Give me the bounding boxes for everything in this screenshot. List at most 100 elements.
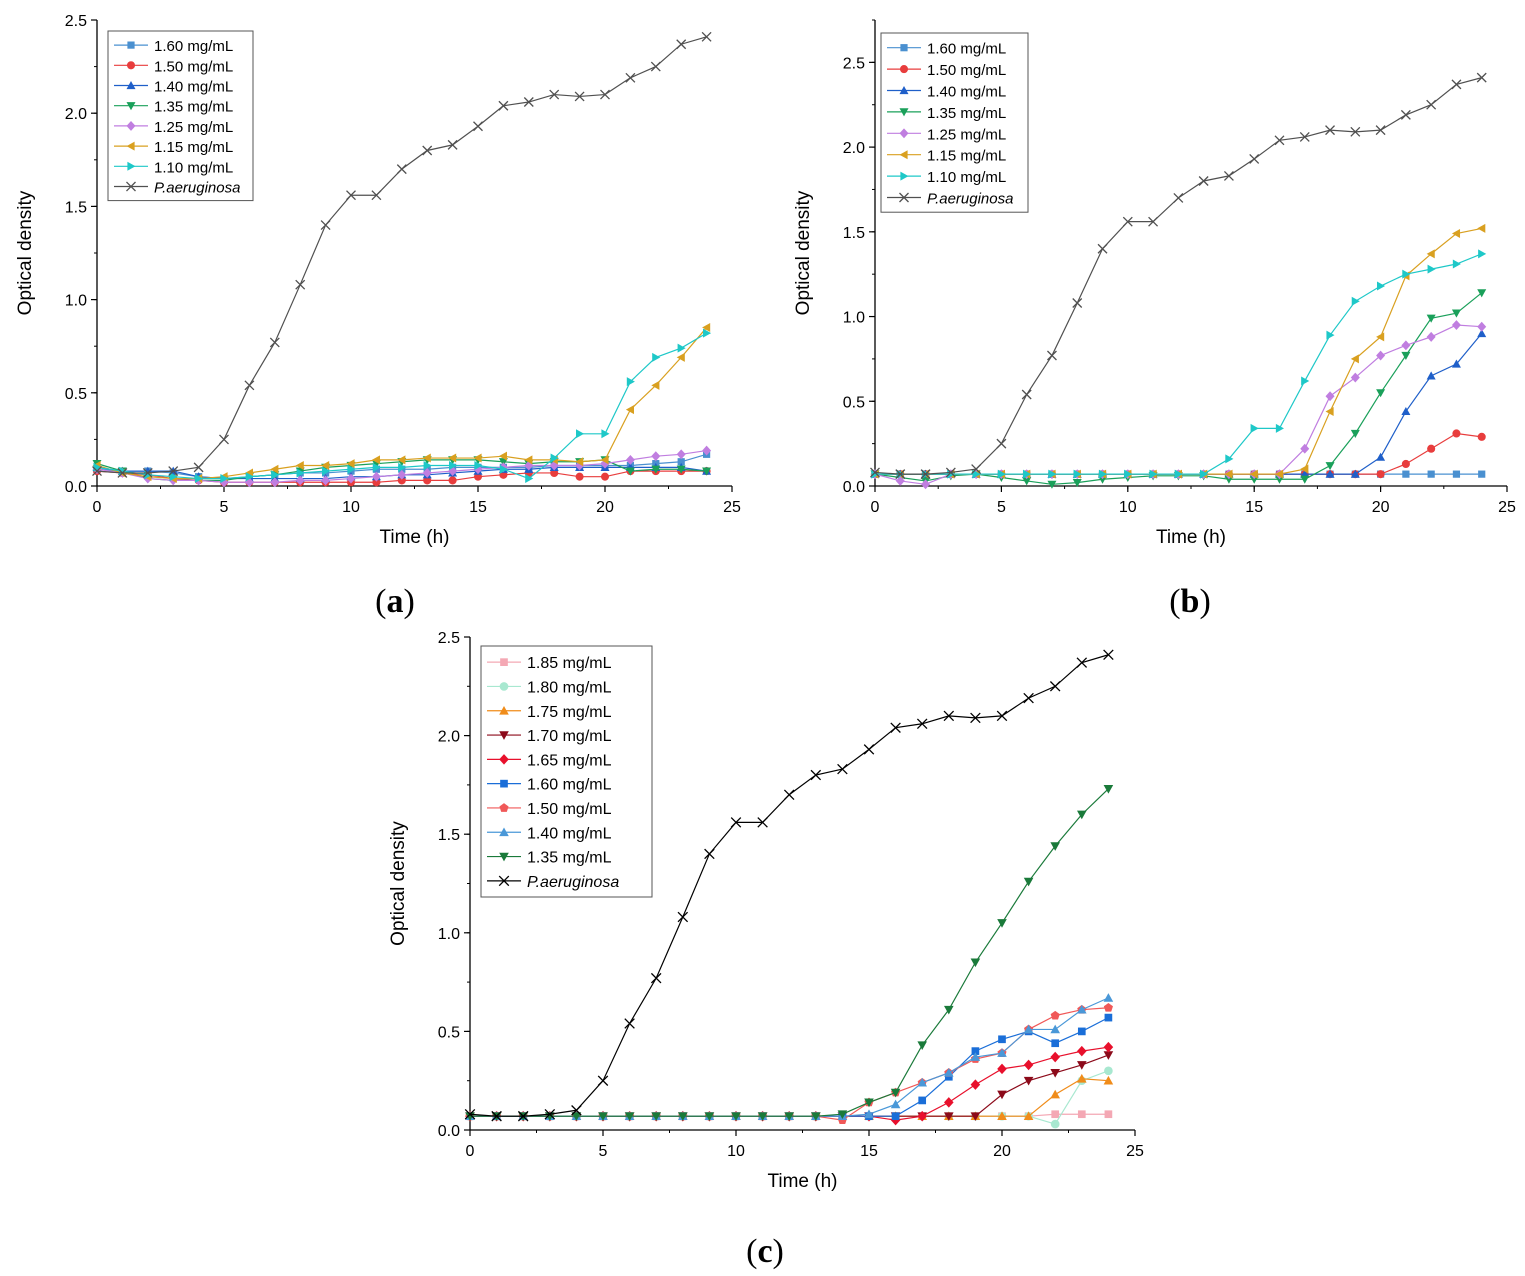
legend-label: 1.40 mg/mL [927,84,1006,101]
x-tick-label: 10 [342,499,360,516]
data-point [1077,810,1087,820]
legend-item: 1.40 mg/mL [887,84,1006,101]
x-tick-label: 5 [599,1143,608,1160]
series-line [470,997,1109,1117]
legend-marker [499,705,509,715]
data-point [1325,469,1335,478]
data-point [1477,223,1486,233]
data-point [1478,249,1487,259]
data-point [1426,331,1436,342]
data-point [1103,993,1114,1002]
data-point [600,472,610,481]
legend-marker [499,754,509,765]
data-point [944,1072,953,1081]
data-point [1351,296,1360,306]
data-point [396,164,407,175]
data-point [704,848,715,860]
data-point [917,1041,927,1051]
data-point [677,911,689,923]
series-1-35-mg-ml [465,785,1114,1121]
series-1-50-mg-ml [465,1002,1113,1125]
legend-marker [498,875,510,887]
legend-item: 1.10 mg/mL [887,169,1006,186]
data-point [1148,216,1159,227]
data-point [1051,1039,1060,1048]
data-point [1249,153,1260,164]
data-point [193,462,204,473]
panel-paren: ) [773,1233,784,1270]
data-point [346,459,355,469]
data-point [944,1068,954,1077]
data-point [295,460,304,470]
legend-marker [900,44,908,52]
data-point [422,145,433,156]
data-point [1376,452,1386,461]
data-point [945,467,956,478]
legend-label: 1.70 mg/mL [527,728,612,745]
series-1-25-mg-ml [870,320,1487,490]
data-point [626,377,635,387]
data-point [944,1005,954,1015]
data-point [1477,321,1487,332]
data-point [1426,249,1435,259]
data-point [676,465,686,474]
panel-paren: ( [746,1233,757,1270]
y-tick-label: 2.5 [843,55,865,72]
data-point [575,457,584,467]
data-point [972,469,981,479]
series-1-10-mg-ml [93,328,712,484]
y-tick-label: 2.0 [843,140,865,157]
data-point [1225,454,1234,464]
y-tick-label: 1.0 [843,310,865,327]
data-point [1124,469,1133,479]
data-point [870,467,880,478]
data-point [1050,1051,1060,1063]
data-point [1427,264,1436,274]
y-tick-label: 1.0 [438,926,460,943]
data-point [1250,423,1259,433]
data-point [1104,1066,1113,1076]
data-point [1103,649,1114,661]
panel-paren: ) [1199,583,1210,620]
data-point [1077,1061,1087,1070]
data-point [1200,469,1209,479]
data-point [650,61,661,72]
data-point [1451,229,1461,239]
series-1-15-mg-ml [92,323,711,484]
data-point [1477,328,1487,338]
data-point [1377,281,1386,291]
legend-item: 1.15 mg/mL [887,148,1006,165]
data-point [1050,842,1060,851]
data-point [947,469,956,479]
data-point [970,1079,981,1090]
data-point [371,455,380,465]
data-point [895,475,905,486]
legend-item: 1.50 mg/mL [114,58,233,75]
data-point [195,474,204,484]
legend-marker [126,61,136,70]
data-point [1452,470,1461,478]
data-point [371,190,382,201]
data-point [1402,269,1411,279]
data-point [601,429,610,439]
data-point [652,352,661,362]
data-point [1047,350,1057,361]
data-point [678,1112,688,1121]
data-point [784,1112,794,1121]
x-tick-label: 20 [1372,499,1390,516]
legend-item: 1.50 mg/mL [487,801,612,818]
data-point [890,722,901,733]
data-point [1072,298,1083,308]
legend-marker [126,181,136,192]
data-point [624,1112,635,1121]
data-point [625,454,635,465]
series-1-70-mg-ml [465,1051,1114,1121]
data-point [702,467,712,476]
legend-item: 1.85 mg/mL [487,655,612,672]
data-point [1376,332,1385,342]
legend-marker [499,803,509,812]
data-point [1047,480,1057,489]
data-point [1275,423,1284,433]
legend-item: 1.60 mg/mL [114,38,233,55]
data-point [346,190,356,201]
